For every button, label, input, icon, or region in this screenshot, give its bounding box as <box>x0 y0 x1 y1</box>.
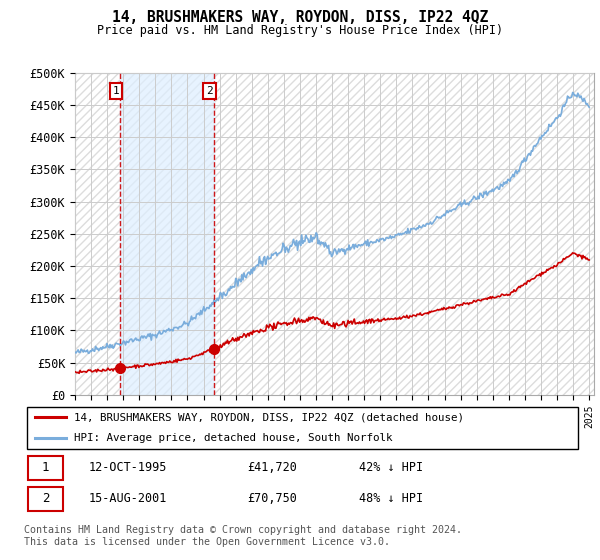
FancyBboxPatch shape <box>28 487 63 511</box>
Text: 2: 2 <box>42 492 50 505</box>
Text: Price paid vs. HM Land Registry's House Price Index (HPI): Price paid vs. HM Land Registry's House … <box>97 24 503 36</box>
FancyBboxPatch shape <box>28 456 63 480</box>
Bar <box>120 73 214 395</box>
Text: 42% ↓ HPI: 42% ↓ HPI <box>359 461 423 474</box>
Text: 14, BRUSHMAKERS WAY, ROYDON, DISS, IP22 4QZ: 14, BRUSHMAKERS WAY, ROYDON, DISS, IP22 … <box>112 10 488 25</box>
Text: 15-AUG-2001: 15-AUG-2001 <box>88 492 167 505</box>
Text: 48% ↓ HPI: 48% ↓ HPI <box>359 492 423 505</box>
Text: 14, BRUSHMAKERS WAY, ROYDON, DISS, IP22 4QZ (detached house): 14, BRUSHMAKERS WAY, ROYDON, DISS, IP22 … <box>74 412 464 422</box>
Text: 1: 1 <box>42 461 50 474</box>
Text: £70,750: £70,750 <box>247 492 297 505</box>
Text: 1: 1 <box>112 86 119 96</box>
Text: HPI: Average price, detached house, South Norfolk: HPI: Average price, detached house, Sout… <box>74 433 393 444</box>
Text: Contains HM Land Registry data © Crown copyright and database right 2024.
This d: Contains HM Land Registry data © Crown c… <box>24 525 462 547</box>
Text: £41,720: £41,720 <box>247 461 297 474</box>
Text: 12-OCT-1995: 12-OCT-1995 <box>88 461 167 474</box>
Text: 2: 2 <box>206 86 213 96</box>
FancyBboxPatch shape <box>27 407 578 449</box>
